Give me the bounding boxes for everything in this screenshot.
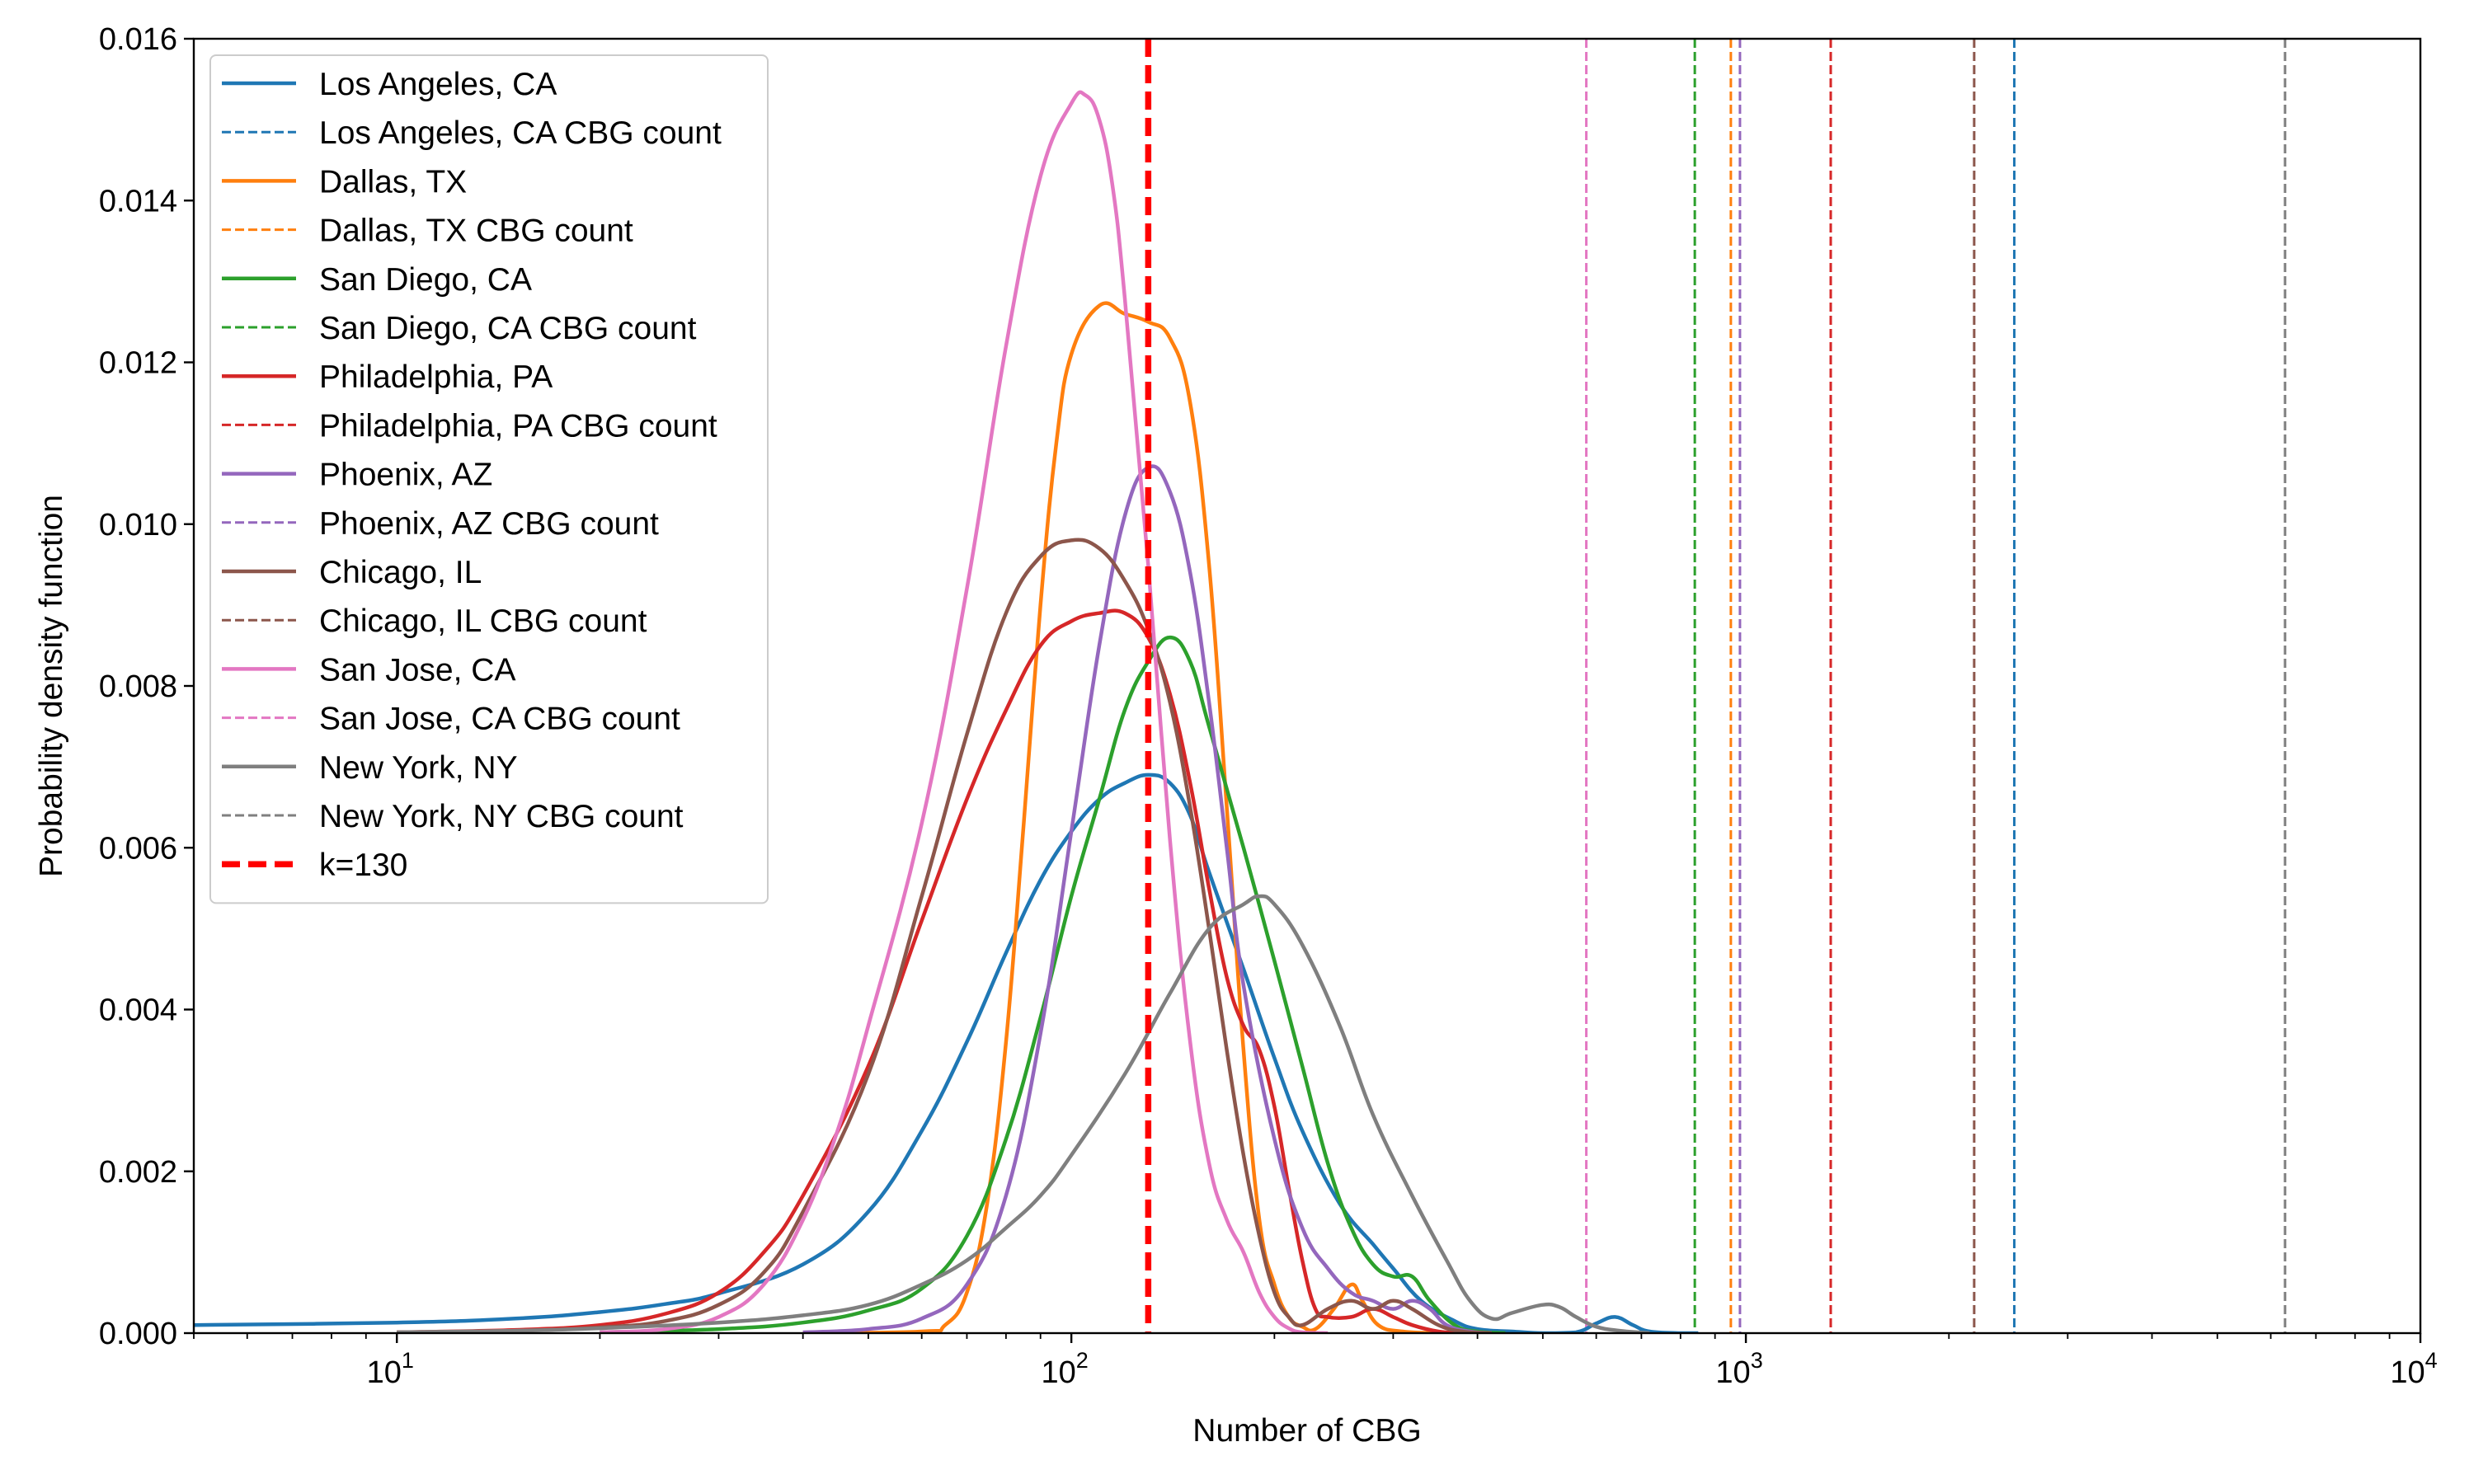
y-tick-label: 0.008 [99, 669, 177, 704]
y-tick-label: 0.006 [99, 831, 177, 866]
legend-label: San Diego, CA CBG count [319, 311, 697, 346]
legend-label: Chicago, IL CBG count [319, 603, 647, 639]
legend-label: New York, NY [319, 750, 518, 786]
y-tick-label: 0.010 [99, 508, 177, 542]
y-axis-title: Probability density function [34, 495, 69, 877]
legend-label: New York, NY CBG count [319, 799, 684, 834]
x-axis-title: Number of CBG [1192, 1413, 1421, 1449]
plot-area [194, 39, 2287, 1333]
x-tick-label: 102 [1041, 1348, 1088, 1390]
plot-content [194, 39, 2287, 1333]
legend-label: Los Angeles, CA CBG count [319, 115, 722, 151]
legend-label: Phoenix, AZ [319, 458, 492, 493]
legend-label: Philadelphia, PA CBG count [319, 408, 717, 444]
legend-label: Phoenix, AZ CBG count [319, 506, 659, 542]
density-line-new-york-ny [397, 894, 1650, 1333]
legend-label: San Diego, CA [319, 262, 532, 298]
legend-label: Philadelphia, PA [319, 359, 553, 395]
legend-label: Chicago, IL [319, 555, 482, 590]
legend-label: San Jose, CA CBG count [319, 702, 680, 737]
legend-label: Dallas, TX [319, 164, 467, 200]
density-line-san-jose-ca [600, 90, 1329, 1333]
legend-label: Dallas, TX CBG count [319, 214, 633, 249]
y-tick-label: 0.016 [99, 22, 177, 57]
axis-ticks: 0.000 0.002 0.004 0.006 0.008 0.010 0.012 0.014… [99, 22, 2438, 1390]
x-tick-label: 104 [2390, 1348, 2437, 1390]
density-line-philadelphia-pa [397, 608, 1463, 1333]
x-tick-label: 101 [367, 1348, 414, 1390]
y-tick-label: 0.014 [99, 184, 177, 218]
x-tick-label: 103 [1715, 1348, 1762, 1390]
y-tick-label: 0.012 [99, 346, 177, 381]
legend-label: Los Angeles, CA [319, 67, 557, 102]
legend-box [209, 54, 769, 904]
y-tick-label: 0.004 [99, 993, 177, 1028]
legend: Los Angeles, CA Los Angeles, CA CBG count… [209, 54, 769, 904]
density-line-dallas-tx [802, 301, 1439, 1333]
legend-label: k=130 [319, 848, 407, 883]
y-tick-label: 0.002 [99, 1155, 177, 1190]
legend-label: San Jose, CA [319, 652, 515, 688]
density-line-phoenix-az [802, 464, 1493, 1333]
y-tick-label: 0.000 [99, 1317, 177, 1351]
